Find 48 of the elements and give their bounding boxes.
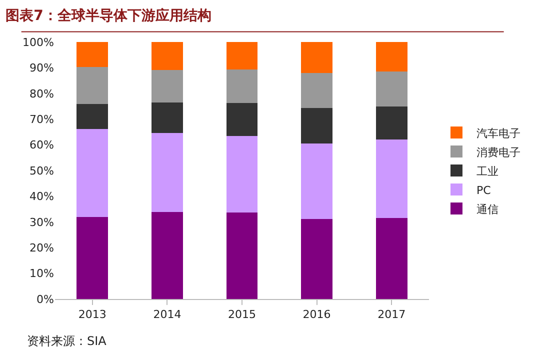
bar [376, 71, 408, 107]
bar [226, 70, 258, 104]
chart-title: 图表7：全球半导体下游应用结构 [6, 7, 212, 24]
bar [376, 140, 408, 218]
bar [151, 42, 183, 70]
y-tick-label: 90% [30, 62, 54, 75]
y-tick-label: 20% [30, 241, 54, 254]
y-tick-label: 0% [36, 292, 54, 306]
y-tick-label: 40% [30, 190, 54, 204]
bar [151, 70, 183, 103]
bar [301, 108, 333, 144]
bar [226, 103, 258, 136]
y-tick-label: 50% [30, 164, 54, 178]
y-tick-label: 60% [30, 138, 54, 152]
bar [301, 72, 333, 108]
bar [301, 219, 333, 299]
bar [76, 129, 108, 217]
y-tick-label: 80% [30, 87, 54, 100]
bar [76, 104, 108, 130]
bar [376, 218, 408, 299]
bar [76, 216, 108, 299]
legend-label: 工业 [476, 164, 498, 178]
x-tick-label: 2015 [228, 308, 256, 322]
bar [151, 212, 183, 299]
y-tick-label: 100% [22, 36, 54, 49]
bar [301, 42, 333, 73]
bar [376, 42, 408, 72]
bar [151, 102, 183, 134]
x-tick-label: 2014 [153, 308, 182, 322]
bar [226, 212, 258, 299]
bar [376, 106, 408, 140]
bar [226, 136, 258, 213]
x-tick-label: 2017 [378, 308, 406, 322]
x-tick-label: 2016 [302, 308, 331, 322]
legend-label: 通信 [476, 202, 498, 216]
bar [151, 133, 183, 212]
text: 资料来源：SIA [27, 334, 108, 347]
y-tick-label: 70% [30, 112, 54, 126]
y-tick-label: 10% [30, 267, 54, 280]
bar [76, 42, 108, 68]
legend-label: 汽车电子 [476, 126, 520, 140]
legend-label: 消费电子 [476, 146, 520, 159]
bar [76, 67, 108, 104]
x-tick-label: 2013 [78, 308, 106, 322]
y-tick-label: 30% [30, 216, 54, 229]
bar [301, 144, 333, 220]
legend-label: PC [476, 184, 492, 197]
bar [226, 42, 258, 70]
